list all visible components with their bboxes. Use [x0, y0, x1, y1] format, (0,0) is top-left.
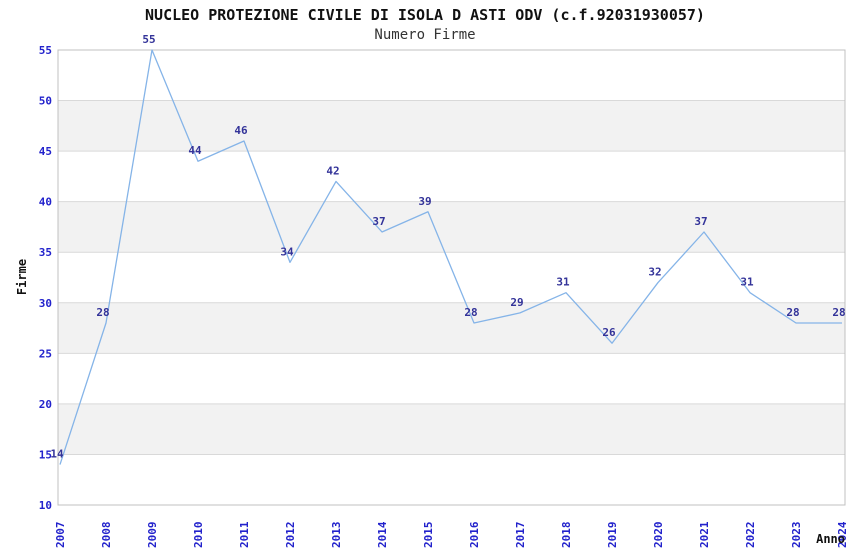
point-label: 26	[602, 326, 616, 339]
point-label: 28	[464, 306, 477, 319]
point-label: 37	[372, 215, 385, 228]
x-tick-label: 2022	[744, 522, 757, 549]
point-label: 39	[418, 195, 431, 208]
x-tick-label: 2021	[698, 521, 711, 548]
point-label: 55	[142, 33, 155, 46]
x-tick-label: 2011	[238, 521, 251, 548]
y-tick-label: 10	[39, 499, 52, 512]
point-label: 44	[188, 144, 202, 157]
y-tick-label: 30	[39, 297, 52, 310]
x-tick-label: 2007	[54, 522, 67, 549]
y-tick-label: 15	[39, 448, 52, 461]
x-tick-label: 2016	[468, 521, 481, 548]
x-tick-label: 2017	[514, 522, 527, 549]
x-tick-label: 2013	[330, 522, 343, 549]
x-axis-title: Anno	[816, 532, 845, 546]
point-label: 37	[694, 215, 707, 228]
x-tick-label: 2010	[192, 522, 205, 549]
point-label: 46	[234, 124, 248, 137]
plot-area	[57, 49, 846, 506]
y-tick-label: 50	[39, 95, 52, 108]
point-label: 28	[96, 306, 109, 319]
x-tick-label: 2008	[100, 522, 113, 549]
point-label: 31	[740, 276, 754, 289]
y-tick-label: 35	[39, 246, 52, 259]
x-tick-label: 2024	[836, 521, 849, 548]
x-tick-label: 2020	[652, 522, 665, 549]
x-tick-label: 2023	[790, 522, 803, 549]
data-line	[59, 49, 842, 465]
y-tick-label: 25	[39, 347, 52, 360]
x-tick-label: 2014	[376, 521, 389, 548]
x-tick-label: 2009	[146, 522, 159, 549]
point-label: 29	[510, 296, 523, 309]
point-label: 42	[326, 164, 339, 177]
chart-subtitle: Numero Firme	[374, 27, 476, 43]
x-tick-label: 2015	[422, 522, 435, 549]
y-tick-label: 45	[39, 145, 52, 158]
point-label: 34	[280, 245, 294, 258]
band	[58, 201, 845, 253]
y-tick-label: 55	[39, 44, 52, 57]
x-tick-label: 2018	[560, 522, 573, 549]
page-title: NUCLEO PROTEZIONE CIVILE DI ISOLA D ASTI…	[145, 6, 705, 24]
point-label: 32	[648, 266, 661, 279]
x-tick-label: 2019	[606, 522, 619, 549]
band	[58, 100, 845, 152]
band	[58, 302, 845, 354]
band	[58, 403, 845, 455]
y-tick-label: 20	[39, 398, 52, 411]
x-tick-label: 2012	[284, 522, 297, 549]
point-label: 31	[556, 276, 570, 289]
point-label: 28	[832, 306, 845, 319]
y-tick-label: 40	[39, 196, 52, 209]
point-label: 14	[50, 448, 64, 461]
point-label: 28	[786, 306, 799, 319]
